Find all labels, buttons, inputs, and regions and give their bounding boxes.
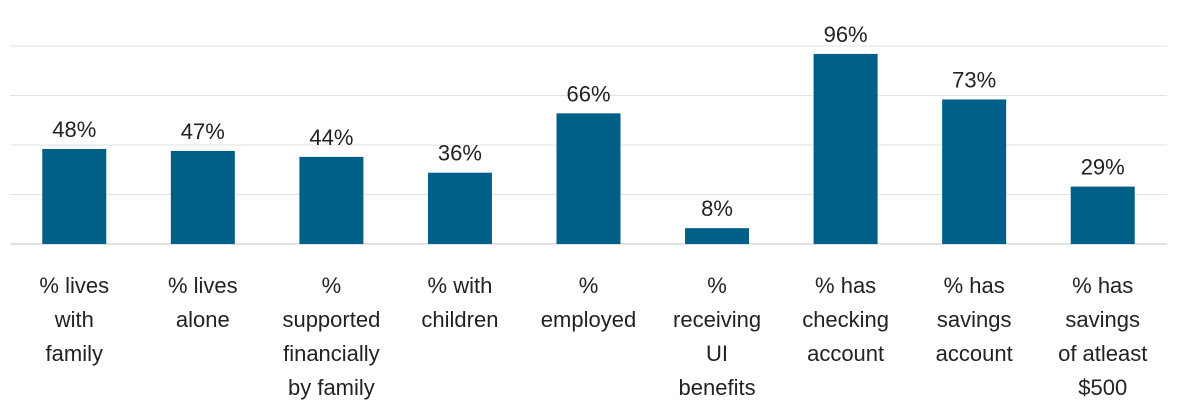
- bar: [685, 228, 750, 244]
- bar: [813, 53, 878, 244]
- data-label: 48%: [52, 117, 96, 142]
- category-label: account: [807, 341, 884, 366]
- category-label: %: [322, 273, 342, 298]
- bar: [427, 172, 492, 244]
- category-label: % has: [815, 273, 876, 298]
- bar: [1070, 186, 1135, 244]
- bar: [556, 113, 621, 244]
- category-label: by family: [288, 375, 375, 400]
- data-label: 73%: [952, 67, 996, 92]
- category-label: savings: [1065, 307, 1140, 332]
- category-label: % has: [944, 273, 1005, 298]
- category-label: %: [579, 273, 599, 298]
- data-label: 8%: [701, 196, 733, 221]
- category-label: employed: [541, 307, 636, 332]
- bar: [42, 148, 107, 244]
- data-label: 66%: [566, 81, 610, 106]
- data-label: 29%: [1081, 155, 1125, 180]
- category-label: % lives: [39, 273, 109, 298]
- data-label: 47%: [181, 119, 225, 144]
- category-label: with: [54, 307, 94, 332]
- category-label: supported: [282, 307, 380, 332]
- category-label: % has: [1072, 273, 1133, 298]
- bar: [299, 156, 364, 244]
- category-label: family: [46, 341, 103, 366]
- category-label: % with: [428, 273, 493, 298]
- data-label: 44%: [309, 125, 353, 150]
- category-label: savings: [937, 307, 1012, 332]
- category-label: of atleast: [1058, 341, 1147, 366]
- category-label: %: [707, 273, 727, 298]
- bar: [942, 99, 1007, 245]
- category-label: $500: [1078, 375, 1127, 400]
- category-label: alone: [176, 307, 230, 332]
- data-label: 36%: [438, 141, 482, 166]
- category-label: checking: [802, 307, 889, 332]
- category-label: account: [936, 341, 1013, 366]
- data-label: 96%: [824, 22, 868, 47]
- bar: [170, 150, 235, 244]
- category-label: UI: [706, 341, 728, 366]
- category-label: benefits: [679, 375, 756, 400]
- category-label: receiving: [673, 307, 761, 332]
- category-label: financially: [283, 341, 380, 366]
- category-label: % lives: [168, 273, 238, 298]
- category-label: children: [421, 307, 498, 332]
